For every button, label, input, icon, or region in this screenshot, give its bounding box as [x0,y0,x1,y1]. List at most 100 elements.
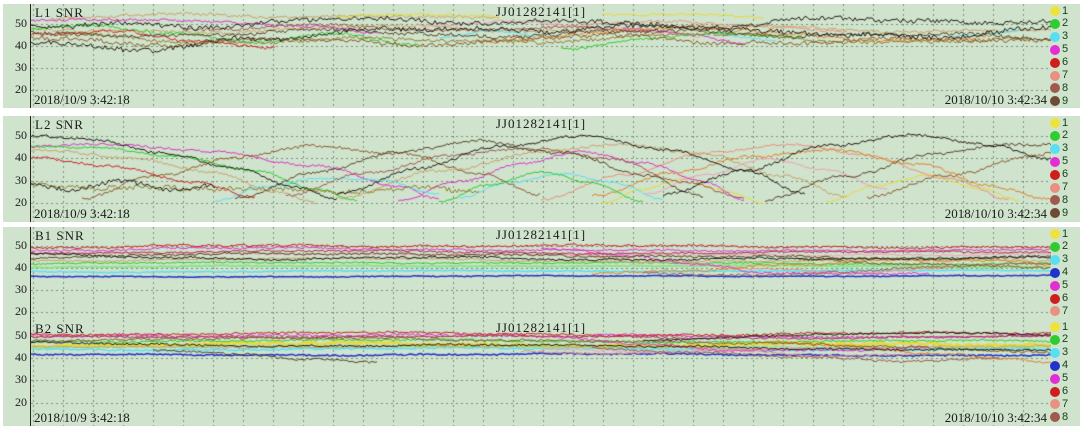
y-tick-label: 30 [15,60,27,75]
satellite-number: 9 [1062,94,1069,107]
satellite-color-dot [1050,386,1060,397]
legend-item: 2 [1050,334,1068,346]
legend-item: 9 [1050,95,1068,107]
legend-item: 1 [1050,117,1068,129]
satellite-color-dot [1050,306,1060,317]
legend-item: 1 [1050,5,1068,17]
y-axis-line [30,116,31,222]
l2-snr-plot-canvas [31,116,1051,222]
panel-b2-snr: B2 SNR JJ01282141[1] 2018/10/9 3:42:18 2… [3,320,1080,426]
satellite-number: 6 [1062,292,1069,304]
y-tick-label: 20 [15,394,27,409]
satellite-number: 3 [1062,30,1069,43]
legend-item: 8 [1050,82,1068,94]
y-tick-label: 20 [15,82,27,97]
satellite-color-dot [1050,267,1060,278]
station-id: JJ01282141[1] [495,4,587,19]
y-axis-line [30,320,31,426]
timestamp-end: 2018/10/10 3:42:34 [944,410,1047,425]
y-tick-label: 50 [15,237,27,252]
satellite-number: 3 [1062,253,1069,266]
satellite-color-dot [1050,156,1060,167]
legend-item: 8 [1050,411,1068,423]
y-tick-label: 50 [15,128,27,143]
satellite-number: 2 [1062,17,1069,30]
satellite-color-dot [1050,182,1060,193]
satellite-number: 3 [1062,142,1069,155]
y-tick-label: 50 [15,327,27,342]
legend-item: 7 [1050,305,1068,317]
satellite-color-dot [1050,293,1060,304]
satellite-color-dot [1050,412,1060,423]
timestamp-end: 2018/10/10 3:42:34 [944,92,1047,107]
legend-item: 6 [1050,169,1068,181]
y-axis-line [30,4,31,108]
satellite-number: 3 [1062,346,1069,359]
panel-title: L1 SNR [35,5,84,20]
satellite-number: 6 [1062,168,1069,181]
station-id: JJ01282141[1] [495,116,587,131]
timestamp-start: 2018/10/9 3:42:18 [34,410,130,425]
satellite-number: 7 [1062,397,1069,410]
y-tick-label: 30 [15,172,27,187]
y-tick-label: 20 [15,304,27,319]
legend-item: 6 [1050,293,1068,305]
legend-item: 7 [1050,182,1068,194]
station-id: JJ01282141[1] [495,227,587,242]
satellite-number: 7 [1062,304,1069,317]
satellite-number: 5 [1062,279,1069,292]
timestamp-end: 2018/10/10 3:42:34 [944,206,1047,221]
panel-title: L2 SNR [35,117,84,132]
satellite-number: 5 [1062,155,1069,168]
satellite-color-dot [1050,18,1060,29]
satellite-color-dot [1050,70,1060,81]
y-tick-label: 50 [15,15,27,30]
y-tick-label: 40 [15,38,27,53]
satellite-number: 5 [1062,372,1069,385]
b1-snr-plot-canvas [31,227,1051,320]
satellite-color-dot [1050,254,1060,265]
satellite-number: 6 [1062,56,1069,69]
satellite-number: 5 [1062,43,1069,56]
satellite-color-dot [1050,241,1060,252]
satellite-number: 7 [1062,181,1069,193]
satellite-number: 4 [1062,266,1069,279]
satellite-color-dot [1050,373,1060,384]
legend-item: 2 [1050,18,1068,30]
satellite-color-dot [1050,280,1060,291]
satellite-color-dot [1050,229,1060,239]
legend-item: 4 [1050,267,1068,279]
legend-item: 8 [1050,194,1068,206]
legend-item: 7 [1050,70,1068,82]
b2-snr-plot-canvas [31,320,1051,426]
station-id: JJ01282141[1] [495,320,587,335]
panel-l2-snr: L2 SNR JJ01282141[1] 2018/10/9 3:42:18 2… [3,116,1080,222]
legend-item: 4 [1050,360,1068,372]
satellite-color-dot [1050,6,1060,16]
legend-item: 5 [1050,280,1068,292]
satellite-number: 1 [1062,320,1069,333]
y-tick-label: 20 [15,195,27,210]
legend-item: 1 [1050,321,1068,333]
panel-title: B2 SNR [35,321,85,336]
satellite-color-dot [1050,208,1060,219]
timestamp-start: 2018/10/9 3:42:18 [34,206,130,221]
satellite-color-dot [1050,399,1060,410]
satellite-color-dot [1050,57,1060,68]
legend-item: 3 [1050,143,1068,155]
legend-item: 3 [1050,254,1068,266]
satellite-number: 8 [1062,410,1069,423]
satellite-color-dot [1050,118,1060,128]
satellite-number: 1 [1062,4,1069,17]
satellite-color-dot [1050,169,1060,180]
satellite-number: 2 [1062,129,1069,142]
satellite-number: 7 [1062,69,1069,81]
legend-item: 3 [1050,347,1068,359]
legend-item: 1 [1050,228,1068,240]
satellite-color-dot [1050,322,1060,332]
panel-title: B1 SNR [35,228,85,243]
